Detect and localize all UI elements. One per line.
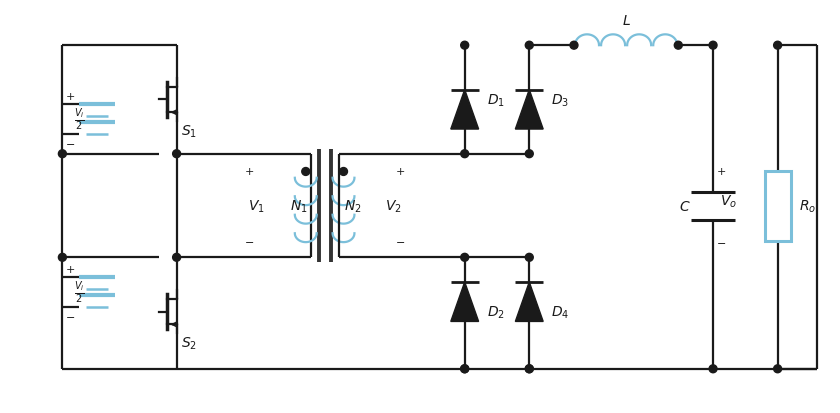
Circle shape bbox=[339, 168, 348, 176]
Text: +: + bbox=[396, 167, 405, 177]
Text: +: + bbox=[717, 167, 726, 177]
Polygon shape bbox=[451, 90, 479, 130]
Text: $D_2$: $D_2$ bbox=[486, 304, 505, 320]
Circle shape bbox=[173, 254, 181, 261]
Text: $-$: $-$ bbox=[395, 235, 405, 245]
Text: $-$: $-$ bbox=[66, 138, 76, 147]
Circle shape bbox=[709, 42, 717, 50]
Text: $V_2$: $V_2$ bbox=[385, 198, 402, 215]
Text: $V_o$: $V_o$ bbox=[721, 193, 738, 210]
Circle shape bbox=[709, 365, 717, 373]
Text: $N_1$: $N_1$ bbox=[290, 198, 307, 215]
Text: $\frac{V_i}{2}$: $\frac{V_i}{2}$ bbox=[74, 107, 85, 133]
Text: +: + bbox=[244, 167, 254, 177]
Circle shape bbox=[173, 150, 181, 158]
Circle shape bbox=[525, 42, 533, 50]
Circle shape bbox=[302, 168, 310, 176]
Text: $\frac{V_i}{2}$: $\frac{V_i}{2}$ bbox=[74, 279, 85, 305]
Text: $D_1$: $D_1$ bbox=[486, 92, 505, 108]
Circle shape bbox=[59, 254, 66, 261]
Text: $-$: $-$ bbox=[66, 310, 76, 320]
Text: $S_2$: $S_2$ bbox=[181, 335, 197, 351]
Circle shape bbox=[525, 365, 533, 373]
Circle shape bbox=[460, 365, 469, 373]
Text: $S_1$: $S_1$ bbox=[181, 123, 197, 140]
Circle shape bbox=[525, 365, 533, 373]
Text: +: + bbox=[66, 264, 75, 275]
Polygon shape bbox=[516, 282, 543, 322]
Text: $-$: $-$ bbox=[244, 235, 255, 245]
Circle shape bbox=[570, 42, 578, 50]
Text: $-$: $-$ bbox=[716, 236, 726, 246]
Text: $V_1$: $V_1$ bbox=[248, 198, 265, 215]
Circle shape bbox=[460, 42, 469, 50]
Text: $D_4$: $D_4$ bbox=[551, 304, 570, 320]
Circle shape bbox=[59, 150, 66, 158]
Circle shape bbox=[774, 42, 781, 50]
Polygon shape bbox=[451, 282, 479, 322]
Circle shape bbox=[460, 365, 469, 373]
Text: $R_o$: $R_o$ bbox=[799, 198, 816, 215]
Circle shape bbox=[460, 254, 469, 261]
Text: +: + bbox=[66, 92, 75, 102]
Polygon shape bbox=[516, 90, 543, 130]
Circle shape bbox=[774, 365, 781, 373]
Circle shape bbox=[525, 254, 533, 261]
Text: $C$: $C$ bbox=[680, 199, 691, 214]
Text: $L$: $L$ bbox=[622, 14, 631, 28]
Text: $N_2$: $N_2$ bbox=[344, 198, 361, 215]
Circle shape bbox=[525, 150, 533, 158]
Text: $D_3$: $D_3$ bbox=[551, 92, 570, 108]
Circle shape bbox=[460, 150, 469, 158]
Bar bbox=[764, 172, 790, 241]
Circle shape bbox=[675, 42, 682, 50]
